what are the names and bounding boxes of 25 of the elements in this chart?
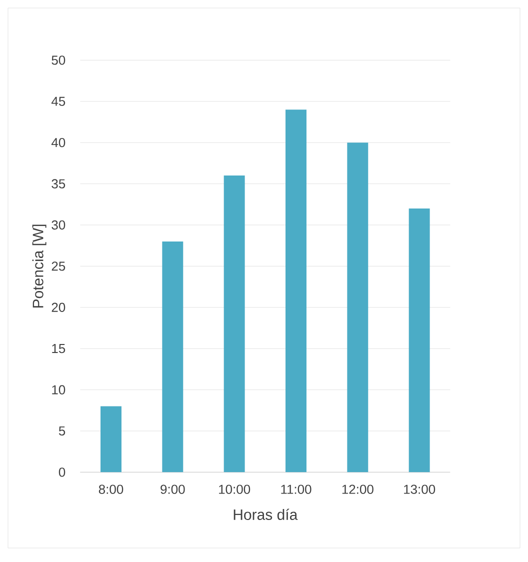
y-tick-label: 0: [58, 468, 66, 477]
y-tick-label: 5: [58, 426, 66, 436]
x-axis-title: Horas día: [234, 508, 298, 520]
y-tick-label: 25: [52, 262, 66, 271]
bar: [162, 241, 184, 472]
x-tick-label: 8:00: [98, 484, 124, 494]
x-tick-label: 13:00: [404, 484, 436, 494]
y-tick-label: 10: [52, 385, 66, 394]
bar: [286, 110, 306, 472]
y-tick-label: 20: [52, 302, 66, 312]
y-tick-label: 45: [51, 96, 66, 106]
bar: [224, 176, 245, 472]
y-tick-label: 35: [52, 179, 66, 188]
y-tick-label: 30: [52, 220, 66, 230]
y-tick-label: 15: [52, 344, 66, 354]
bar: [347, 142, 368, 472]
bar: [100, 406, 122, 472]
y-axis-title: Potencia [W]: [32, 224, 46, 308]
y-tick-label: 40: [51, 138, 66, 148]
y-tick-label: 50: [52, 56, 66, 65]
x-tick-label: 9:00: [160, 484, 185, 494]
bar: [408, 208, 430, 472]
x-tick-label: 12:00: [342, 484, 374, 494]
x-tick-label: 11:00: [281, 484, 312, 494]
x-tick-label: 10:00: [219, 484, 250, 494]
